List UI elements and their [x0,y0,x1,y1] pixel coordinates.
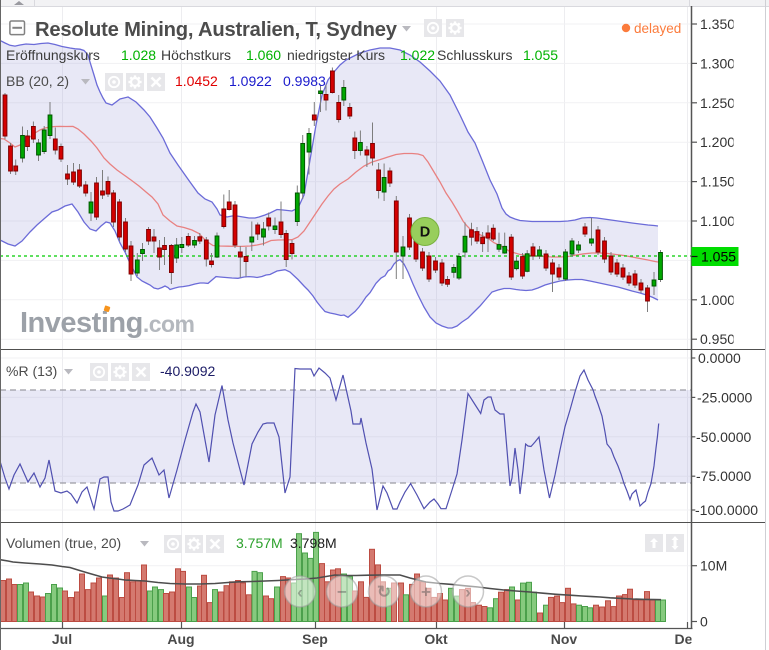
svg-text:niedrigster Kurs: niedrigster Kurs [287,47,385,63]
svg-text:D: D [420,225,430,241]
svg-text:0.9983: 0.9983 [283,73,326,89]
svg-text:↻: ↻ [377,583,391,602]
svg-text:Investing.com: Investing.com [20,307,195,339]
svg-text:1.0922: 1.0922 [229,73,272,89]
svg-text:0: 0 [700,614,708,630]
svg-text:1.350: 1.350 [700,16,735,32]
svg-text:Eröffnungskurs: Eröffnungskurs [6,47,100,63]
svg-text:delayed: delayed [634,21,681,36]
svg-text:1.250: 1.250 [700,95,735,111]
svg-text:0.0000: 0.0000 [698,350,741,366]
svg-text:1.028: 1.028 [121,47,156,63]
svg-text:1.055: 1.055 [701,249,736,265]
svg-text:Nov: Nov [551,631,578,647]
svg-text:1.0452: 1.0452 [175,73,218,89]
svg-text:1.060: 1.060 [246,47,281,63]
svg-text:3.798M: 3.798M [290,535,337,551]
svg-text:-50.0000: -50.0000 [696,429,751,445]
svg-text:‹: ‹ [297,583,303,602]
svg-text:-40.9092: -40.9092 [160,363,215,379]
svg-text:1.055: 1.055 [523,47,558,63]
svg-text:Schlusskurs: Schlusskurs [437,47,512,63]
svg-text:Dez: Dez [675,631,700,647]
svg-text:Aug: Aug [167,631,194,647]
svg-text:-100.0000: -100.0000 [695,502,758,518]
svg-text:Okt: Okt [424,631,448,647]
svg-text:Höchstkurs: Höchstkurs [161,47,231,63]
svg-text:−: − [337,583,347,602]
svg-text:0.950: 0.950 [700,331,735,347]
svg-text:Sep: Sep [302,631,328,647]
svg-text:1.300: 1.300 [700,55,735,71]
svg-text:10M: 10M [700,558,727,574]
svg-text:Jul: Jul [52,631,72,647]
svg-text:Resolute Mining, Australien, T: Resolute Mining, Australien, T, Sydney [35,19,398,41]
svg-text:1.200: 1.200 [700,134,735,150]
svg-text:-25.0000: -25.0000 [697,389,752,405]
svg-text:1.100: 1.100 [700,213,735,229]
svg-text:Volumen (true, 20): Volumen (true, 20) [6,535,121,551]
svg-text:1.150: 1.150 [700,174,735,190]
svg-text:+: + [421,583,431,602]
svg-text:%R (13): %R (13) [6,363,57,379]
svg-text:1.022: 1.022 [400,47,435,63]
svg-text:›: › [465,583,471,602]
svg-text:BB (20, 2): BB (20, 2) [6,73,69,89]
svg-text:-75.0000: -75.0000 [696,468,751,484]
svg-text:3.757M: 3.757M [236,535,283,551]
svg-text:1.000: 1.000 [700,292,735,308]
